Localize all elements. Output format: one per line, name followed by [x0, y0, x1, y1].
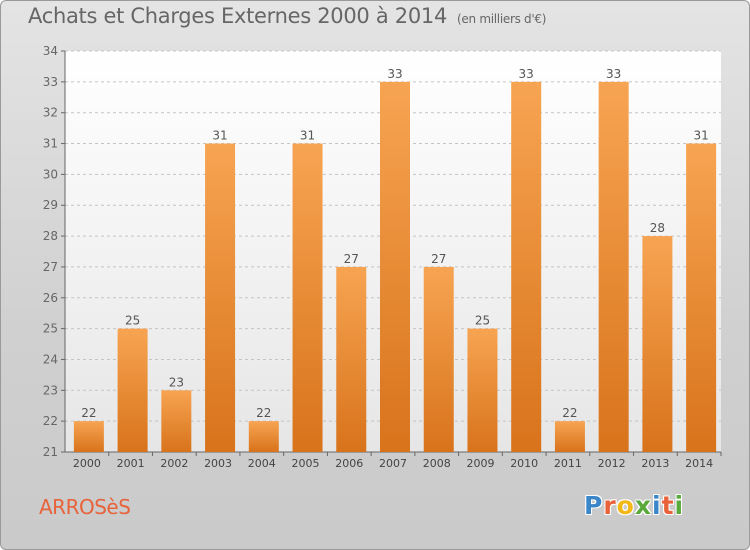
logo-letter: o — [616, 491, 635, 520]
x-tick-label: 2013 — [641, 457, 669, 470]
data-label: 31 — [300, 129, 315, 143]
y-tick-label: 22 — [43, 414, 58, 428]
x-tick-label: 2011 — [554, 457, 582, 470]
y-tick-label: 25 — [43, 322, 58, 336]
x-tick-label: 2012 — [598, 457, 626, 470]
x-tick-label: 2010 — [510, 457, 538, 470]
data-label: 27 — [344, 252, 359, 266]
y-tick-label: 27 — [43, 260, 58, 274]
data-label: 25 — [475, 314, 490, 328]
data-label: 25 — [125, 314, 140, 328]
x-tick-label: 2001 — [117, 457, 145, 470]
x-tick-label: 2007 — [379, 457, 407, 470]
data-label: 31 — [212, 129, 227, 143]
x-tick-label: 2006 — [335, 457, 363, 470]
chart-subtitle: (en milliers d'€) — [457, 12, 547, 26]
x-tick-label: 2005 — [292, 457, 320, 470]
data-label: 31 — [693, 129, 708, 143]
bar — [642, 236, 673, 452]
data-label: 22 — [81, 406, 96, 420]
bar — [161, 390, 192, 452]
chart-title: Achats et Charges Externes 2000 à 2014 (e… — [28, 4, 546, 28]
commune-name: ARROSèS — [39, 495, 131, 519]
logo-letter: x — [634, 491, 652, 520]
logo-letter: i — [652, 491, 662, 520]
data-label: 28 — [650, 221, 665, 235]
y-tick-label: 32 — [43, 106, 58, 120]
bar — [248, 421, 279, 452]
x-tick-label: 2004 — [248, 457, 276, 470]
x-tick-label: 2002 — [160, 457, 188, 470]
bar — [467, 328, 498, 452]
x-tick-label: 2000 — [73, 457, 101, 470]
y-tick-label: 28 — [43, 229, 58, 243]
y-tick-label: 23 — [43, 383, 58, 397]
y-tick-label: 21 — [43, 445, 58, 459]
data-label: 33 — [606, 67, 621, 81]
x-tick-label: 2014 — [685, 457, 713, 470]
logo-letter: r — [603, 491, 617, 520]
x-tick-label: 2008 — [423, 457, 451, 470]
x-tick-label: 2009 — [466, 457, 494, 470]
data-label: 33 — [519, 67, 534, 81]
bar — [511, 81, 542, 452]
bar — [380, 81, 410, 452]
bar — [117, 328, 148, 452]
data-label: 22 — [256, 406, 271, 420]
y-tick-label: 34 — [43, 44, 58, 58]
y-tick-label: 33 — [43, 75, 58, 89]
y-tick-label: 30 — [43, 167, 58, 181]
data-label: 27 — [431, 252, 446, 266]
bar — [205, 143, 236, 453]
bar — [423, 266, 454, 452]
y-tick-label: 31 — [43, 137, 58, 151]
chart-title-text: Achats et Charges Externes 2000 à 2014 — [28, 4, 448, 28]
bar — [292, 143, 323, 453]
bar — [73, 421, 104, 452]
data-label: 33 — [387, 67, 402, 81]
bar — [336, 266, 367, 452]
x-tick-label: 2003 — [204, 457, 232, 470]
bar — [686, 143, 717, 453]
logo-letter: t — [661, 491, 675, 520]
y-tick-label: 29 — [43, 198, 58, 212]
logo-letter: P — [584, 491, 604, 520]
bar — [554, 421, 585, 452]
bar — [598, 81, 629, 452]
data-label: 23 — [169, 375, 184, 389]
y-tick-label: 24 — [43, 352, 58, 366]
data-label: 22 — [562, 406, 577, 420]
y-tick-label: 26 — [43, 291, 58, 305]
logo-letter: i — [674, 491, 685, 520]
proxiti-logo[interactable]: Proxiti — [584, 491, 684, 520]
